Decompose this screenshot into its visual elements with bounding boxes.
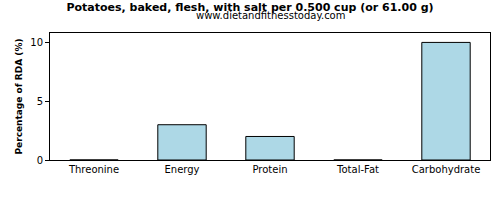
svg-text:www.dietandfitnesstoday.com: www.dietandfitnesstoday.com	[196, 10, 345, 21]
svg-text:5: 5	[37, 96, 43, 107]
svg-text:Potatoes, baked, flesh, with s: Potatoes, baked, flesh, with salt per 0.…	[66, 1, 433, 14]
svg-text:Protein: Protein	[252, 164, 287, 175]
svg-text:Carbohydrate: Carbohydrate	[412, 164, 481, 175]
svg-text:Energy: Energy	[164, 164, 199, 175]
svg-text:10: 10	[30, 37, 43, 48]
svg-text:Percentage of RDA (%): Percentage of RDA (%)	[14, 38, 24, 154]
svg-text:Threonine: Threonine	[68, 164, 119, 175]
svg-text:Total-Fat: Total-Fat	[336, 164, 379, 175]
svg-text:0: 0	[37, 155, 43, 166]
